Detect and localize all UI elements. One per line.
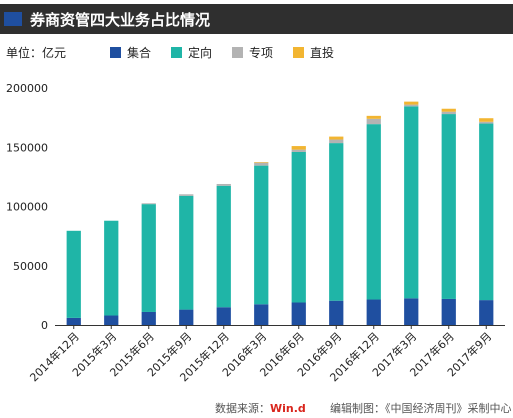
bar-segment-zhuanxiang — [441, 111, 456, 115]
bar-segment-zhitou — [329, 136, 344, 140]
bar-segment-jihe — [141, 311, 156, 325]
bar-segment-zhuanxiang — [179, 194, 194, 196]
data-source-brand: Win.d — [270, 402, 306, 415]
x-tick-label: 2014年12月 — [27, 329, 82, 384]
bar-segment-zhitou — [479, 118, 494, 122]
bar-segment-jihe — [329, 300, 344, 325]
bar-segment-zhuanxiang — [254, 162, 269, 166]
legend-label-zhitou: 直投 — [310, 46, 335, 60]
legend-item-dingxiang: 定向 — [171, 44, 212, 61]
bar-segment-dingxiang — [179, 195, 194, 310]
unit-label: 单位：亿元 — [6, 46, 67, 60]
y-tick-label: 0 — [41, 319, 48, 332]
bar-segment-zhuanxiang — [479, 121, 494, 124]
legend: 集合 定向 专项 直投 — [110, 44, 334, 61]
bar-segment-zhuanxiang — [291, 149, 306, 152]
legend-label-dingxiang: 定向 — [188, 46, 213, 60]
data-source-prefix: 数据来源： — [215, 402, 270, 415]
editor-credit: 编辑制图：《中国经济周刊》采制中心 — [330, 402, 512, 415]
bar-segment-jihe — [291, 302, 306, 325]
bar-segment-dingxiang — [216, 185, 231, 308]
legend-item-zhuanxiang: 专项 — [232, 44, 273, 61]
bar-segment-jihe — [404, 298, 419, 325]
y-tick-label: 150000 — [6, 141, 48, 154]
bar-segment-jihe — [66, 317, 81, 325]
bar-segment-jihe — [216, 307, 231, 325]
bar-segment-jihe — [441, 298, 456, 325]
bar-segment-zhitou — [254, 162, 269, 163]
bar-segment-jihe — [254, 304, 269, 325]
bar-segment-dingxiang — [441, 114, 456, 299]
bar-segment-dingxiang — [141, 204, 156, 312]
bar-segment-zhitou — [291, 146, 306, 150]
legend-item-zhitou: 直投 — [293, 44, 334, 61]
bar-segment-dingxiang — [404, 106, 419, 299]
bar-segment-dingxiang — [291, 151, 306, 303]
legend-label-zhuanxiang: 专项 — [249, 46, 274, 60]
legend-swatch-jihe — [110, 47, 121, 58]
bar-segment-zhitou — [441, 108, 456, 112]
bar-segment-zhuanxiang — [216, 183, 231, 186]
bar-segment-dingxiang — [366, 124, 381, 300]
y-tick-label: 50000 — [13, 260, 48, 273]
bar-segment-jihe — [179, 309, 194, 325]
y-tick-label: 100000 — [6, 201, 48, 214]
legend-item-jihe: 集合 — [110, 44, 151, 61]
legend-label-jihe: 集合 — [127, 46, 152, 60]
legend-swatch-zhuanxiang — [232, 47, 244, 58]
chart-title: 券商资管四大业务占比情况 — [30, 11, 211, 29]
bar-segment-jihe — [479, 300, 494, 325]
bar-segment-zhitou — [404, 101, 419, 105]
bar-segment-zhuanxiang — [404, 104, 419, 107]
bar-segment-dingxiang — [66, 230, 81, 318]
legend-swatch-dingxiang — [171, 47, 183, 58]
bar-segment-zhuanxiang — [366, 118, 381, 125]
bar-segment-jihe — [366, 299, 381, 325]
title-accent-block — [4, 12, 22, 26]
bar-segment-dingxiang — [104, 220, 119, 316]
legend-swatch-zhitou — [293, 47, 305, 58]
bar-segment-zhuanxiang — [329, 139, 344, 144]
bar-segment-dingxiang — [479, 123, 494, 301]
title-bar: 券商资管四大业务占比情况 — [0, 4, 513, 34]
bar-segment-dingxiang — [329, 143, 344, 301]
data-source: 数据来源：Win.d — [215, 400, 306, 416]
bar-segment-zhuanxiang — [141, 203, 156, 205]
bar-segment-zhitou — [366, 115, 381, 119]
bar-segment-dingxiang — [254, 165, 269, 305]
y-tick-label: 200000 — [6, 82, 48, 95]
bar-segment-jihe — [104, 315, 119, 325]
